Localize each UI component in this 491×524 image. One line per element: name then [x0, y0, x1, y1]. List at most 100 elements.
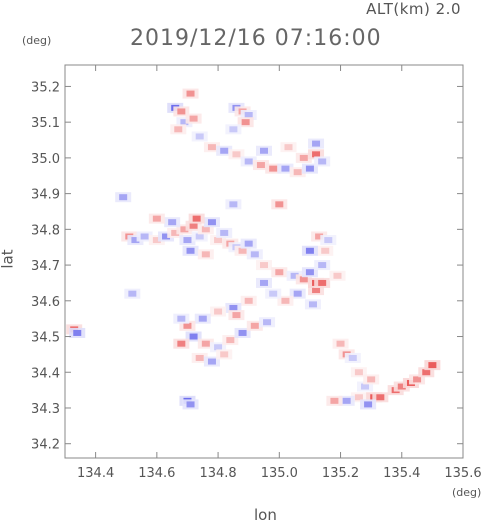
heatmap-cell — [192, 215, 201, 222]
heatmap-cell — [226, 337, 235, 344]
heatmap-cell — [232, 312, 241, 319]
heatmap-cell — [299, 154, 308, 161]
heatmap-cell — [214, 344, 223, 351]
heatmap-cell — [321, 247, 330, 254]
heatmap-cell — [195, 133, 204, 140]
heatmap-cell — [232, 151, 241, 158]
heatmap-cell — [260, 262, 268, 269]
heatmap-cell — [195, 233, 204, 240]
heatmap-cell — [189, 115, 198, 122]
heatmap-cell — [324, 237, 333, 244]
x-tick-label: 134.4 — [77, 466, 114, 481]
plot-frame — [64, 64, 464, 459]
heatmap-cell — [244, 112, 253, 119]
heatmap-cell — [220, 351, 229, 358]
timestamp-title: 2019/12/16 07:16:00 — [130, 26, 382, 51]
heatmap-cell — [318, 262, 327, 269]
heatmap-cell — [73, 329, 82, 336]
heatmap-cell — [269, 290, 278, 297]
heatmap-cell — [348, 354, 357, 361]
heatmap-cell — [269, 165, 278, 172]
heatmap-cell — [207, 144, 216, 151]
heatmap-cell — [250, 251, 259, 258]
heatmap-cell — [290, 272, 299, 279]
heatmap-cell — [312, 140, 321, 147]
heatmap-cell — [220, 229, 229, 236]
heatmap-cell — [244, 297, 253, 304]
x-axis-unit: (deg) — [452, 486, 482, 499]
x-tick-label: 134.8 — [199, 466, 236, 481]
heatmap-cell — [336, 340, 345, 347]
heatmap-cell — [284, 144, 293, 151]
plot-cells — [66, 88, 441, 410]
y-tick-label: 34.8 — [31, 223, 60, 238]
heatmap-cell — [229, 304, 238, 311]
heatmap-cell — [174, 126, 183, 133]
heatmap-cell — [318, 279, 327, 286]
heatmap-cell — [207, 358, 216, 365]
heatmap-cell — [207, 219, 216, 226]
heatmap-cell — [201, 251, 210, 258]
x-tick-label: 135.2 — [322, 466, 359, 481]
heatmap-cell — [293, 169, 302, 176]
heatmap-cell — [171, 229, 180, 236]
heatmap-cell — [250, 322, 259, 329]
heatmap-cell — [238, 247, 247, 254]
y-tick-label: 35.2 — [31, 80, 60, 95]
heatmap-cell — [183, 237, 192, 244]
heatmap-cell — [214, 308, 223, 315]
heatmap-cell — [186, 401, 195, 408]
heatmap-cell — [189, 222, 198, 229]
x-tick-label: 135.4 — [383, 466, 420, 481]
y-tick-label: 34.9 — [31, 188, 60, 203]
heatmap-cell — [315, 233, 324, 240]
x-tick-label: 134.6 — [138, 466, 175, 481]
heatmap-cell — [201, 340, 210, 347]
heatmap-cell — [397, 383, 406, 390]
heatmap-cell — [308, 301, 317, 308]
heatmap-cell — [354, 394, 363, 401]
heatmap-cell — [189, 333, 198, 340]
heatmap-cell — [361, 383, 370, 390]
heatmap-cell — [186, 90, 195, 97]
heatmap-cell — [229, 126, 238, 133]
heatmap-cell — [186, 247, 195, 254]
heatmap-cell — [244, 158, 253, 165]
y-tick-label: 35.0 — [31, 152, 60, 167]
heatmap-cell — [238, 329, 247, 336]
heatmap-cell — [152, 237, 161, 244]
y-axis-unit: (deg) — [22, 34, 52, 47]
heatmap-cell — [241, 119, 250, 126]
heatmap-cell — [275, 269, 284, 276]
heatmap-cell — [195, 354, 204, 361]
heatmap-cell — [275, 201, 284, 208]
heatmap-cell — [312, 151, 321, 158]
heatmap-cell — [260, 147, 268, 154]
heatmap-cell — [201, 226, 210, 233]
heatmap-cell — [131, 237, 140, 244]
heatmap-cell — [281, 297, 290, 304]
heatmap-cell — [183, 322, 192, 329]
altitude-label: ALT(km) 2.0 — [366, 0, 461, 18]
heatmap-cell — [244, 240, 253, 247]
heatmap-cell — [305, 165, 314, 172]
y-tick-label: 34.3 — [31, 402, 60, 417]
heatmap-cell — [342, 397, 351, 404]
heatmap-cell — [180, 226, 189, 233]
heatmap-cell — [180, 119, 189, 126]
heatmap-cell — [140, 233, 149, 240]
heatmap-cell — [162, 233, 171, 240]
heatmap-cell — [376, 394, 385, 401]
heatmap-cell — [128, 290, 137, 297]
heatmap-cell — [413, 376, 422, 383]
heatmap-cell — [330, 397, 339, 404]
x-tick-label: 135.6 — [444, 466, 481, 481]
heatmap-cell — [214, 237, 223, 244]
heatmap-cell — [263, 319, 272, 326]
y-tick-label: 34.4 — [31, 366, 60, 381]
heatmap-cell — [333, 272, 342, 279]
heatmap-cell — [422, 369, 431, 376]
heatmap-cell — [367, 376, 376, 383]
heatmap-cell — [318, 158, 327, 165]
